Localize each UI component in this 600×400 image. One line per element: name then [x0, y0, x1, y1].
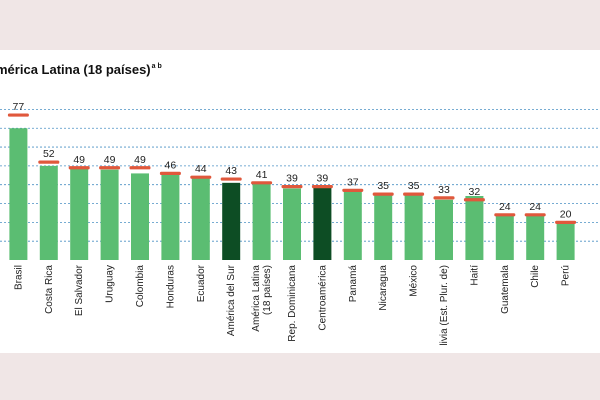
marker — [403, 192, 425, 196]
category-label: México — [409, 265, 420, 297]
marker — [372, 192, 394, 196]
marker — [159, 171, 181, 176]
bar — [495, 214, 514, 260]
marker — [524, 213, 546, 217]
bar — [222, 182, 241, 260]
bar — [374, 194, 393, 260]
value-label: 49 — [134, 154, 146, 166]
bar — [100, 169, 119, 260]
bar — [556, 222, 575, 260]
chart-title-text: mérica Latina (18 países) — [0, 62, 151, 77]
category-label: Brasil — [13, 265, 24, 290]
category-label: Honduras — [165, 265, 176, 308]
value-labels: 7777524949494644434139393735353332242420 — [13, 101, 572, 220]
marker — [220, 177, 242, 181]
bar — [252, 182, 271, 260]
chart-title-note: a b — [151, 63, 162, 70]
category-label: Costa Rica — [44, 265, 55, 314]
bar — [9, 128, 28, 260]
category-label: Centroamérica — [317, 265, 328, 331]
bar — [39, 165, 58, 260]
chart-figure: mérica Latina (18 países)a b 77775249494… — [0, 50, 600, 353]
marker — [190, 175, 212, 179]
marker — [494, 213, 516, 217]
category-label: Guatemala — [500, 265, 511, 314]
category-label: El Salvador — [74, 264, 85, 316]
value-label: 41 — [256, 169, 268, 181]
category-label: América del Sur — [226, 264, 237, 336]
category-label: Chile — [530, 265, 541, 288]
marker — [433, 196, 455, 200]
value-label: 49 — [73, 154, 85, 166]
value-label: 39 — [286, 173, 298, 185]
category-label: Nicaragua — [378, 265, 389, 311]
value-label: 24 — [529, 201, 541, 213]
value-label: 32 — [469, 186, 481, 198]
value-label: 52 — [43, 148, 55, 160]
marker — [7, 113, 29, 117]
value-label: 49 — [104, 154, 116, 166]
bar — [283, 188, 301, 260]
bar — [131, 173, 149, 260]
bar — [465, 196, 484, 260]
bar — [70, 167, 89, 260]
value-label: 44 — [195, 163, 207, 175]
marker — [99, 166, 121, 170]
bars — [9, 128, 575, 260]
marker — [38, 160, 60, 164]
markers — [7, 113, 577, 224]
marker — [311, 184, 333, 189]
category-label: Perú — [561, 265, 572, 286]
category-label: livia (Est. Plur. de) — [439, 265, 450, 346]
value-label: 46 — [165, 159, 177, 171]
value-label: 35 — [408, 180, 420, 192]
bar — [526, 214, 545, 260]
marker — [281, 184, 303, 189]
marker — [129, 166, 151, 170]
category-label: Panamá — [348, 265, 359, 303]
marker — [251, 181, 273, 185]
bar — [191, 177, 210, 260]
bar — [161, 173, 180, 260]
category-label: Uruguay — [105, 265, 116, 303]
value-label: 43 — [225, 165, 237, 177]
value-label: 35 — [377, 180, 389, 192]
value-label: 77 — [13, 101, 25, 113]
marker — [555, 220, 577, 224]
marker — [342, 188, 364, 192]
value-label: 37 — [347, 176, 359, 188]
marker — [463, 198, 485, 202]
value-label: 20 — [560, 208, 572, 220]
category-label: Haití — [469, 265, 480, 286]
chart-title: mérica Latina (18 países)a b — [0, 62, 162, 77]
category-label: Rep. Dominicana — [287, 265, 298, 342]
value-label: 24 — [499, 201, 511, 213]
bar — [313, 186, 332, 260]
bar — [404, 194, 423, 260]
value-label: 39 — [317, 173, 329, 185]
bar — [343, 190, 362, 260]
value-label: 33 — [438, 184, 450, 196]
category-label: Ecuador — [196, 264, 207, 302]
marker — [68, 166, 90, 170]
bar-chart: 7777524949494644434139393735353332242420… — [0, 101, 600, 346]
category-label: América Latina(18 países) — [251, 265, 273, 332]
category-label: Colombia — [135, 265, 146, 308]
bar — [435, 199, 453, 260]
